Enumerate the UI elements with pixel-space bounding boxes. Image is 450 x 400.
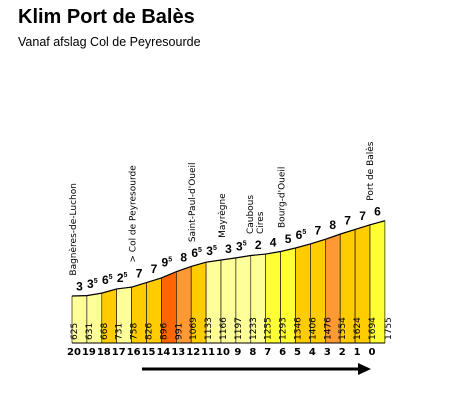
chart-title: Klim Port de Balès <box>18 6 195 28</box>
altitude-label: 896 <box>159 323 169 340</box>
altitude-label: 1755 <box>384 317 394 340</box>
gradient-label: 4 <box>270 236 277 250</box>
place-label: Mayrègne <box>217 193 228 238</box>
place-labels: Bagnères-de-Luchon > Col de Peyresourde Sa… <box>68 141 376 275</box>
gradient-labels: 3 35 65 25 7 7 95 8 65 35 3 35 2 4 5 65 7 8 7 7 6 <box>76 205 381 294</box>
km-label: 2 <box>339 347 346 358</box>
altitude-label: 625 <box>70 323 80 340</box>
altitude-label: 1293 <box>279 317 289 340</box>
gradient-label: 7 <box>151 262 158 276</box>
km-label: 9 <box>234 347 241 358</box>
gradient-label: 5 <box>285 232 292 246</box>
altitude-label: 758 <box>130 323 140 340</box>
gradient-label: 25 <box>117 271 128 285</box>
gradient-label: 6 <box>374 205 381 219</box>
gradient-label: 7 <box>136 267 143 281</box>
km-label: 3 <box>324 347 331 358</box>
gradient-label: 8 <box>180 250 187 264</box>
km-labels: 20 19 18 17 16 15 14 13 12 11 10 9 8 7 6 5 4 3 2 1 0 <box>67 347 375 358</box>
altitude-label: 1166 <box>219 317 229 340</box>
km-label: 17 <box>112 347 126 358</box>
gradient-half-superscript: 5 <box>243 241 247 248</box>
km-label: 13 <box>171 347 185 358</box>
gradient-label: 35 <box>87 277 98 291</box>
km-label: 12 <box>186 347 200 358</box>
gradient-half-superscript: 5 <box>198 247 202 254</box>
km-label: 16 <box>127 347 141 358</box>
altitude-label: 631 <box>85 323 95 340</box>
direction-arrow-head <box>358 363 371 375</box>
gradient-label: 65 <box>296 228 307 242</box>
km-label: 20 <box>67 347 81 358</box>
place-label: > Col de Peyresourde <box>129 165 139 263</box>
km-label: 11 <box>201 347 215 358</box>
chart-subtitle: Vanaf afslag Col de Peyresourde <box>18 35 201 49</box>
altitude-label: 1476 <box>323 317 333 340</box>
altitude-label: 1554 <box>338 317 348 340</box>
gradient-label: 35 <box>236 240 247 254</box>
km-label: 4 <box>309 347 316 358</box>
altitude-label: 1694 <box>368 317 378 340</box>
km-label: 10 <box>216 347 230 358</box>
gradient-half-superscript: 5 <box>168 257 172 264</box>
km-label: 18 <box>97 347 111 358</box>
altitude-label: 668 <box>100 323 110 340</box>
altitude-label: 1624 <box>353 317 363 340</box>
gradient-label: 2 <box>255 238 262 252</box>
gradient-half-superscript: 5 <box>213 245 217 252</box>
direction-arrow <box>142 363 371 375</box>
km-label: 7 <box>264 347 271 358</box>
altitude-label: 731 <box>115 323 125 340</box>
place-label: Port de Balès <box>365 141 376 201</box>
place-label: Saint-Paul-d'Oueil <box>188 162 198 242</box>
altitude-label: 1346 <box>294 317 304 340</box>
altitude-label: 826 <box>145 323 155 340</box>
gradient-label: 95 <box>162 256 173 270</box>
gradient-label: 3 <box>76 280 83 294</box>
gradient-label: 65 <box>102 273 113 287</box>
altitude-label: 1069 <box>189 317 199 340</box>
km-label: 6 <box>279 347 286 358</box>
altitude-label: 991 <box>174 323 184 340</box>
gradient-half-superscript: 5 <box>302 229 306 236</box>
altitude-label: 1406 <box>308 317 318 340</box>
altitude-labels: 625 631 668 731 758 826 896 991 1069 1133 1166 1197… <box>70 317 394 340</box>
gradient-label: 35 <box>206 244 217 258</box>
gradient-label: 7 <box>315 223 322 237</box>
gradient-label: 8 <box>329 218 336 232</box>
place-label: Cires <box>256 211 266 234</box>
profile-segments <box>71 220 386 344</box>
place-label: Bourg-d'Oueil <box>278 167 288 228</box>
km-label: 5 <box>294 347 301 358</box>
km-label: 15 <box>142 347 156 358</box>
km-label: 1 <box>354 347 361 358</box>
gradient-half-superscript: 5 <box>124 272 128 279</box>
km-label: 0 <box>369 347 376 358</box>
gradient-label: 3 <box>225 242 232 256</box>
km-label: 19 <box>82 347 96 358</box>
gradient-label: 65 <box>191 246 202 260</box>
gradient-label: 7 <box>344 213 351 227</box>
gradient-label: 7 <box>359 209 366 223</box>
altitude-label: 1233 <box>249 317 259 340</box>
altitude-label: 1197 <box>234 317 244 340</box>
place-label: Bagnères-de-Luchon <box>68 183 79 276</box>
altitude-label: 1133 <box>204 317 214 340</box>
gradient-half-superscript: 5 <box>109 274 113 281</box>
gradient-half-superscript: 5 <box>94 278 98 285</box>
altitude-label: 1255 <box>264 317 274 340</box>
profile-outline <box>71 220 386 297</box>
km-label: 14 <box>156 347 170 358</box>
place-label: Caubous <box>246 195 256 234</box>
km-label: 8 <box>249 347 256 358</box>
